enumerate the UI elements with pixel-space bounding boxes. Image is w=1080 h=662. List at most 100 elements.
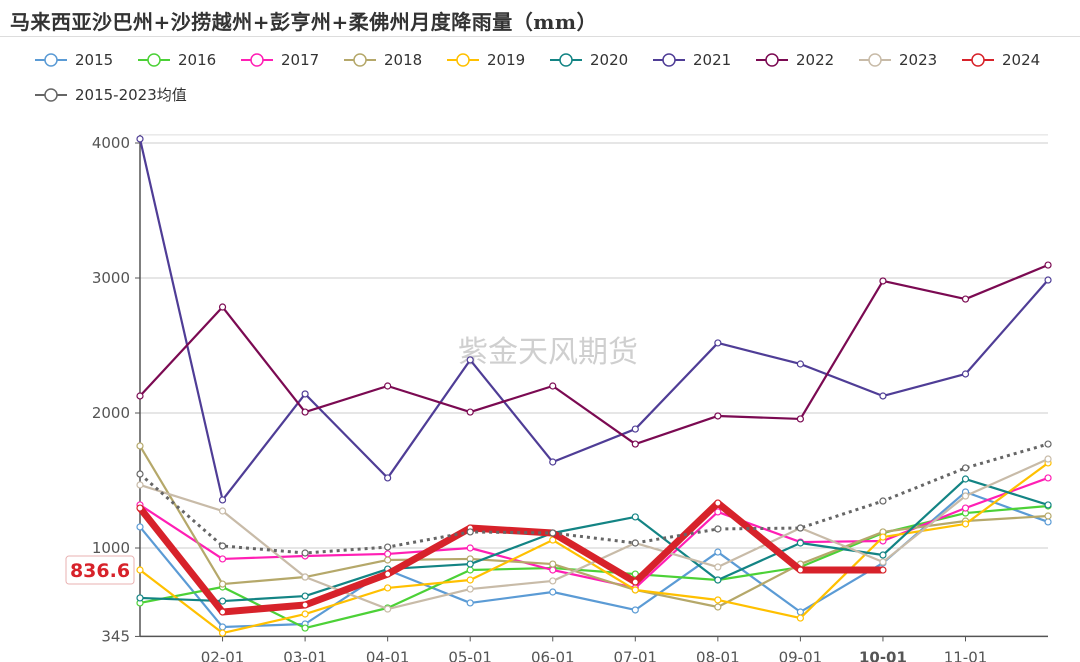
data-point-2023 (1044, 455, 1052, 463)
data-point-2015-2023均值 (796, 524, 805, 532)
data-point-2020 (136, 594, 144, 602)
data-point-2022 (879, 277, 887, 285)
data-point-2021 (218, 496, 227, 504)
data-point-2017 (1044, 474, 1052, 482)
series-line-2015-2023均值 (139, 442, 1049, 555)
data-point-2020 (466, 560, 474, 568)
legend-label: 2021 (693, 51, 731, 69)
data-point-2015-2023均值 (466, 528, 474, 536)
x-tick-label: 11-01 (944, 648, 988, 662)
y-tick-label: 3000 (92, 269, 130, 287)
data-point-2022 (301, 408, 309, 416)
legend-marker-icon (456, 53, 470, 67)
data-point-2023 (879, 558, 887, 566)
x-tick-label: 03-01 (283, 648, 327, 662)
data-point-2022 (218, 303, 227, 311)
data-point-2020 (301, 592, 309, 600)
value-label-box (65, 555, 135, 585)
legend-label: 2020 (590, 51, 628, 69)
data-point-2015-2023均值 (301, 549, 309, 557)
data-point-2021 (549, 458, 557, 466)
data-point-2019 (136, 566, 144, 574)
legend-label: 2019 (487, 51, 525, 69)
legend-item-2016[interactable]: 2016 (138, 51, 216, 69)
data-point-2019 (301, 610, 309, 618)
data-point-2021 (714, 339, 722, 347)
data-point-2020 (879, 551, 887, 559)
x-tick-label: 09-01 (779, 648, 823, 662)
x-tick-label: 04-01 (366, 648, 410, 662)
x-tick-label: 02-01 (201, 648, 245, 662)
data-point-2022 (631, 440, 639, 448)
legend-marker-icon (353, 53, 367, 67)
data-point-2015 (549, 588, 557, 596)
legend-marker-icon (250, 53, 264, 67)
data-point-2020 (218, 597, 227, 605)
data-point-2024 (631, 578, 639, 586)
legend-item-2020[interactable]: 2020 (550, 51, 628, 69)
legend-item-2015-2023均值[interactable]: 2015-2023均值 (35, 86, 187, 104)
data-point-2015 (631, 606, 639, 614)
data-point-2023 (136, 481, 144, 489)
legend-item-2018[interactable]: 2018 (344, 51, 422, 69)
legend-item-2022[interactable]: 2022 (756, 51, 834, 69)
x-tick-label: 10-01 (859, 648, 907, 662)
data-point-2021 (466, 356, 474, 364)
series-line-2024 (137, 499, 883, 616)
series-line-2020 (139, 477, 1049, 603)
data-point-2015-2023均值 (961, 464, 970, 472)
legend-label: 2023 (899, 51, 937, 69)
legend-marker-icon (868, 53, 882, 67)
data-point-2016 (466, 566, 474, 574)
data-point-2018 (714, 603, 722, 611)
data-point-2021 (136, 135, 144, 143)
data-point-2019 (796, 614, 805, 622)
data-point-2021 (961, 370, 970, 378)
data-point-2019 (466, 576, 474, 584)
legend-item-2017[interactable]: 2017 (241, 51, 319, 69)
title-divider (0, 36, 1080, 37)
data-point-2024 (136, 504, 144, 512)
data-point-2015 (1044, 518, 1052, 526)
data-point-2022 (549, 382, 557, 390)
legend-item-2019[interactable]: 2019 (447, 51, 525, 69)
data-point-2022 (796, 415, 805, 423)
data-point-2015-2023均值 (218, 542, 227, 550)
data-point-2023 (961, 492, 970, 500)
data-point-2023 (218, 507, 227, 515)
legend-marker-icon (765, 53, 779, 67)
data-point-2020 (631, 513, 639, 521)
legend-item-2015[interactable]: 2015 (35, 51, 113, 69)
legend-marker-icon (147, 53, 161, 67)
data-point-2022 (1044, 261, 1052, 269)
data-point-2024 (796, 566, 805, 574)
legend-label: 2022 (796, 51, 834, 69)
legend-item-2021[interactable]: 2021 (653, 51, 731, 69)
data-point-2020 (961, 475, 970, 483)
data-point-2016 (301, 624, 309, 632)
data-point-2015-2023均值 (136, 470, 144, 478)
legend-item-2023[interactable]: 2023 (859, 51, 937, 69)
data-point-2020 (714, 576, 722, 584)
y-tick-label: 1000 (92, 539, 130, 557)
legend-label: 2018 (384, 51, 422, 69)
data-point-2015 (218, 623, 227, 631)
data-point-2020 (796, 539, 805, 547)
data-point-2018 (549, 560, 557, 568)
data-point-2015-2023均值 (631, 539, 639, 547)
data-point-2015-2023均值 (879, 497, 887, 505)
data-point-2019 (631, 586, 639, 594)
data-point-2015-2023均值 (384, 543, 392, 551)
highlight-value-label: 836.6 (70, 560, 130, 582)
data-point-2017 (549, 566, 557, 574)
data-point-2021 (796, 360, 805, 368)
legend-label: 2017 (281, 51, 319, 69)
data-point-2015-2023均值 (1044, 440, 1052, 448)
data-point-2015 (714, 548, 722, 556)
legend-item-2024[interactable]: 2024 (962, 51, 1040, 69)
legend-marker-icon (559, 53, 573, 67)
series-line-2021 (138, 138, 1049, 502)
data-point-2015 (796, 608, 805, 616)
data-point-2023 (466, 585, 474, 593)
data-point-2023 (384, 605, 392, 613)
